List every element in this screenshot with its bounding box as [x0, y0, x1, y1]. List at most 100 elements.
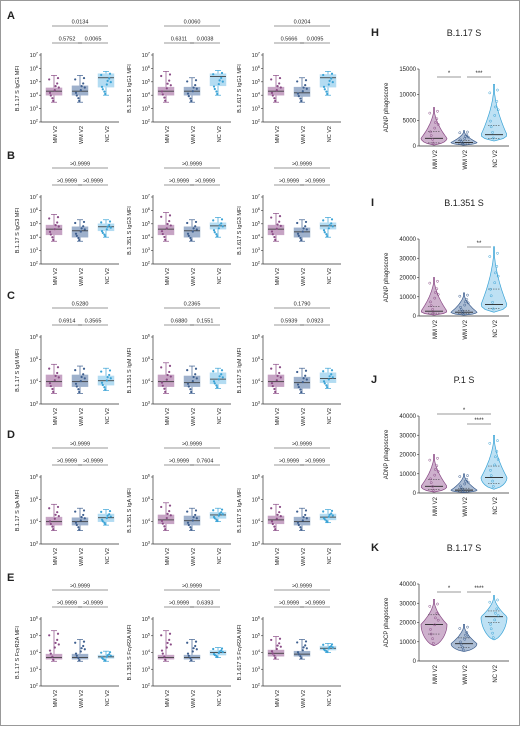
- data-point: [304, 83, 307, 87]
- data-point: [217, 227, 220, 230]
- y-axis-label: B.1.17 S IgG3 MFI: [15, 207, 21, 253]
- p-value-label: >0.9999: [305, 601, 325, 607]
- p-value-label: >0.9999: [83, 459, 103, 465]
- data-point: [52, 390, 55, 393]
- data-point: [218, 650, 221, 653]
- p-value-label: >0.9999: [292, 162, 312, 168]
- y-tick-label: 107: [142, 193, 151, 202]
- data-point: [220, 649, 223, 652]
- data-point: [79, 230, 82, 233]
- y-tick-label: 102: [30, 682, 39, 691]
- data-point: [54, 224, 57, 227]
- data-point: [328, 224, 331, 227]
- p-value-label: >0.9999: [182, 442, 202, 448]
- data-point: [302, 377, 305, 380]
- data-point: [296, 510, 299, 513]
- p-value-label: 0.0134: [72, 20, 89, 26]
- data-point: [169, 84, 172, 87]
- data-point: [74, 91, 78, 94]
- data-point: [330, 512, 333, 515]
- data-point: [491, 300, 494, 304]
- data-point: [299, 97, 302, 100]
- data-point: [466, 293, 469, 297]
- y-tick-label: 40000: [399, 414, 416, 420]
- data-point: [166, 373, 169, 377]
- panel-letter-h: H: [371, 27, 379, 39]
- violin-panel-h: B.1.17 S 0 5000 10000 15000 ADNP phagoscore MM…: [384, 28, 509, 170]
- box-panel-b3: 102 103 104 105 106 107 B.1.617 S IgG3 MFI MM V…: [237, 162, 341, 286]
- data-point: [194, 225, 197, 228]
- x-tick-label: NC V2: [217, 548, 223, 564]
- data-point: [168, 79, 171, 82]
- panel-letter-k: K: [371, 542, 379, 554]
- data-point: [429, 628, 432, 631]
- data-point: [106, 514, 109, 517]
- data-point: [304, 225, 307, 228]
- data-point: [461, 648, 465, 652]
- y-tick-label: 106: [142, 333, 151, 342]
- p-value-label: >0.9999: [83, 601, 103, 607]
- data-point: [220, 369, 224, 372]
- data-point: [297, 234, 300, 237]
- y-tick-label: 10000: [399, 295, 416, 301]
- p-value-label: >0.9999: [305, 179, 325, 185]
- p-value-label: >0.9999: [292, 442, 312, 448]
- y-tick-label: 20000: [399, 453, 416, 459]
- data-point: [194, 79, 198, 82]
- data-point: [466, 130, 469, 134]
- box-panel-d3: 103 104 105 106 B.1.617 S IgA MFI MM V2 WM V2 N…: [237, 442, 341, 566]
- data-point: [434, 291, 437, 294]
- data-point: [168, 364, 172, 367]
- data-point: [104, 92, 107, 96]
- x-tick-label: WM V2: [79, 408, 85, 426]
- data-point: [51, 97, 54, 100]
- y-tick-label: 30000: [399, 433, 416, 439]
- data-point: [100, 221, 103, 224]
- x-tick-label: MM V2: [53, 408, 59, 425]
- data-point: [434, 468, 437, 471]
- significance-label: ****: [474, 586, 484, 592]
- data-point: [190, 390, 193, 394]
- data-point: [322, 643, 325, 646]
- y-tick-label: 104: [252, 517, 261, 526]
- data-point: [433, 623, 437, 627]
- data-point: [428, 458, 432, 462]
- chart-title: B.1.17 S: [447, 543, 482, 553]
- data-point: [189, 97, 192, 100]
- y-tick-label: 102: [142, 118, 151, 127]
- data-point: [187, 385, 190, 388]
- data-point: [458, 131, 462, 135]
- data-point: [302, 646, 305, 649]
- box-mm-v2: [157, 374, 175, 387]
- data-point: [104, 659, 107, 662]
- y-axis-label: B.1.351 S IgG1 MFI: [127, 64, 133, 113]
- y-tick-label: 105: [142, 77, 151, 86]
- data-point: [191, 379, 194, 383]
- violin-nc-v2: [480, 246, 508, 313]
- y-tick-label: 104: [142, 517, 151, 526]
- box-wm-v2: [71, 653, 89, 660]
- data-point: [491, 136, 495, 140]
- data-point: [330, 222, 333, 225]
- data-point: [436, 470, 440, 473]
- data-point: [195, 377, 198, 380]
- data-point: [48, 367, 51, 370]
- data-point: [100, 370, 103, 373]
- x-tick-label: MM V2: [433, 319, 439, 339]
- data-point: [78, 528, 81, 531]
- data-point: [270, 78, 273, 81]
- data-point: [77, 526, 80, 529]
- data-point: [270, 367, 273, 370]
- data-point: [429, 477, 432, 481]
- p-value-label: 0.0923: [307, 319, 324, 325]
- p-value-label: >0.9999: [182, 584, 202, 590]
- data-point: [48, 382, 52, 385]
- data-point: [323, 88, 326, 91]
- x-tick-label: MM V2: [165, 408, 171, 425]
- data-point: [296, 92, 300, 95]
- data-point: [274, 99, 277, 102]
- data-point: [488, 255, 492, 258]
- data-point: [165, 378, 168, 381]
- violin-mm-v2: [420, 599, 448, 646]
- data-point: [51, 655, 54, 658]
